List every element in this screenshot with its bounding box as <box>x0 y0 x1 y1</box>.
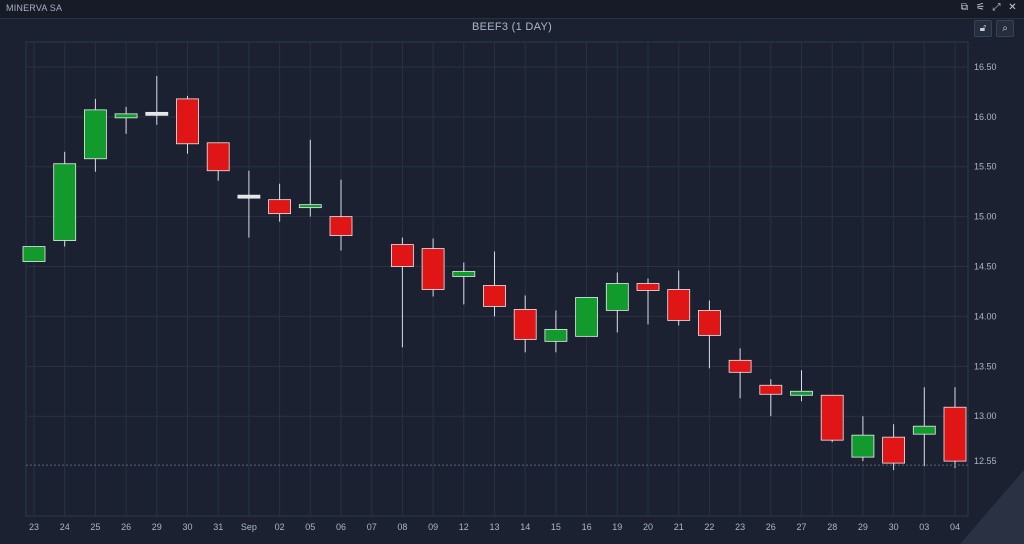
x-axis: 23 24 25 26 29 30 31 Sep 02 05 06 07 08 09 12 13 14 15 16 1… <box>29 522 960 532</box>
window-controls: ⧉ ⚟ ⤢ ✕ <box>959 2 1018 13</box>
window-icon[interactable]: ⧉ <box>960 2 969 13</box>
last-price-marker: 12.55 <box>26 456 997 466</box>
x-tick-label: 09 <box>428 522 438 532</box>
candle-body <box>298 204 322 209</box>
candle-body <box>206 142 230 172</box>
candle-body <box>698 310 721 336</box>
x-tick-label: 27 <box>796 522 806 532</box>
x-tick-label: 23 <box>735 522 745 532</box>
expand-icon[interactable]: ⤢ <box>992 2 1001 13</box>
close-icon[interactable]: ✕ <box>1008 2 1017 13</box>
candle-body <box>114 113 138 119</box>
candle-body <box>390 244 414 267</box>
candle-body <box>53 163 77 241</box>
x-tick-label: 29 <box>858 522 868 532</box>
x-tick-label: 25 <box>90 522 100 532</box>
candle-body <box>513 309 537 340</box>
candle-body <box>84 109 107 160</box>
y-tick-label: 15.00 <box>974 212 997 222</box>
candle-body <box>22 246 46 262</box>
x-tick-label: 29 <box>152 522 162 532</box>
zoom-icon: ⌕ <box>1002 23 1008 34</box>
y-tick-label: 16.00 <box>974 112 997 122</box>
candle-body <box>421 248 445 290</box>
x-tick-label: 06 <box>336 522 346 532</box>
x-tick-label: 12 <box>459 522 469 532</box>
x-tick-label: 28 <box>827 522 837 532</box>
candle-body <box>912 425 936 435</box>
x-tick-label: 30 <box>889 522 899 532</box>
candle-body <box>176 98 199 145</box>
lock-button[interactable]: 🔓︎ <box>974 20 992 37</box>
x-tick-label: 26 <box>121 522 131 532</box>
y-tick-label: 13.00 <box>974 411 997 421</box>
x-tick-label: 14 <box>520 522 530 532</box>
candle-body <box>605 283 629 311</box>
x-tick-label: 02 <box>275 522 285 532</box>
candle-body <box>790 390 813 396</box>
candle-body <box>728 359 752 373</box>
x-tick-label: 24 <box>60 522 70 532</box>
candle-body <box>544 328 568 342</box>
x-tick-label: 26 <box>766 522 776 532</box>
candle-body <box>145 111 169 116</box>
y-axis: 13.00 13.50 14.00 14.50 15.00 15.50 16.00 16.50 <box>974 62 997 421</box>
x-tick-label: 13 <box>489 522 499 532</box>
x-tick-label: 23 <box>29 522 39 532</box>
x-tick-label: 21 <box>674 522 684 532</box>
plot-area <box>25 41 969 517</box>
candle-body <box>820 394 844 441</box>
candle-body <box>483 285 506 307</box>
candle-body <box>882 436 905 464</box>
candles <box>22 75 967 471</box>
settings-icon[interactable]: ⚟ <box>976 2 985 13</box>
candle-body <box>268 199 292 215</box>
x-tick-label: 30 <box>182 522 192 532</box>
candle-body <box>237 194 261 199</box>
y-tick-label: 14.00 <box>974 311 997 321</box>
x-tick-label: 03 <box>919 522 929 532</box>
candle-body <box>759 384 783 395</box>
lock-icon: 🔓︎ <box>979 23 987 34</box>
x-tick-label: Sep <box>241 522 257 532</box>
candle-body <box>575 297 598 337</box>
app-title: MINERVA SA <box>6 3 63 13</box>
candle-body <box>943 406 967 462</box>
x-tick-label: 16 <box>582 522 592 532</box>
x-tick-label: 15 <box>551 522 561 532</box>
corner-decoration <box>960 470 1024 544</box>
y-tick-label: 16.50 <box>974 62 997 72</box>
x-tick-label: 04 <box>950 522 960 532</box>
window-title-bar: MINERVA SA ⧉ ⚟ ⤢ ✕ <box>0 0 1024 19</box>
x-tick-label: 07 <box>367 522 377 532</box>
y-tick-label: 13.50 <box>974 361 997 371</box>
candle-body <box>667 289 691 321</box>
last-price-label: 12.55 <box>974 456 997 466</box>
zoom-button[interactable]: ⌕ <box>996 20 1014 37</box>
candle-body <box>636 283 660 291</box>
x-tick-label: 22 <box>704 522 714 532</box>
x-tick-label: 05 <box>305 522 315 532</box>
x-tick-label: 20 <box>643 522 653 532</box>
y-tick-label: 15.50 <box>974 162 997 172</box>
x-tick-label: 19 <box>612 522 622 532</box>
y-tick-label: 14.50 <box>974 262 997 272</box>
candle-body <box>851 434 875 458</box>
candle-body <box>329 216 353 236</box>
x-tick-label: 31 <box>213 522 223 532</box>
candle-body <box>452 271 476 277</box>
x-tick-label: 08 <box>397 522 407 532</box>
chart-title: BEEF3 (1 DAY) <box>471 21 553 33</box>
